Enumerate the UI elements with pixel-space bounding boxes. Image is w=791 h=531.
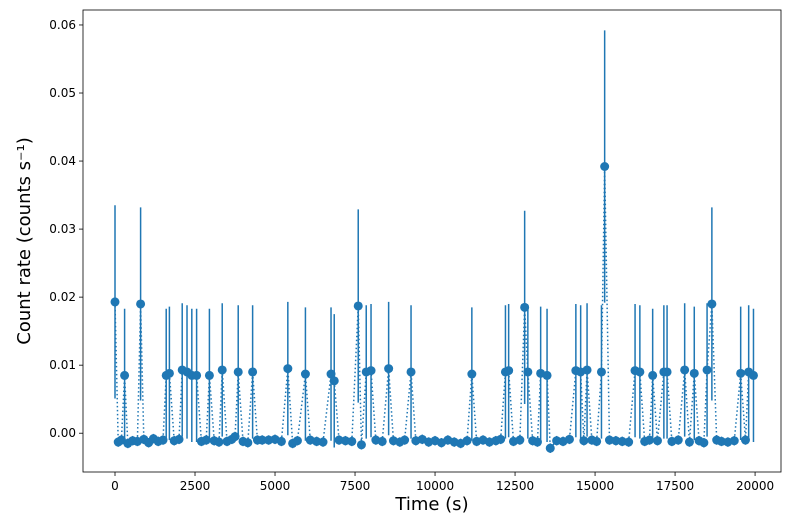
data-point [120,370,130,380]
data-point [283,364,293,374]
x-axis-label: Time (s) [394,494,468,515]
data-point [400,435,410,445]
data-line [114,166,754,451]
data-point [110,297,120,307]
y-tick-label: 0.00 [49,426,76,440]
data-point [329,376,339,386]
x-tick-label: 17500 [656,479,694,493]
x-tick-label: 12500 [496,479,534,493]
data-point [579,436,589,446]
x-tick-label: 10000 [416,479,454,493]
data-point [192,370,202,380]
y-tick-label: 0.03 [49,222,76,236]
plot-frame [82,9,782,473]
data-point [564,434,574,444]
data-point [689,368,699,378]
data-point [702,365,712,375]
data-point [684,437,694,447]
data-point [462,436,472,446]
x-tick-label: 7500 [340,479,371,493]
data-point [300,369,310,379]
data-point [592,436,602,446]
data-point [648,370,658,380]
data-point [624,437,634,447]
data-point [257,435,267,445]
data-point [318,437,328,447]
data-point [644,435,654,445]
data-point [158,435,168,445]
data-point [201,435,211,445]
data-point [740,435,750,445]
data-point [353,301,363,311]
data-point [748,370,758,380]
y-tick-label: 0.06 [49,18,76,32]
x-tick-label: 15000 [576,479,614,493]
data-point [377,436,387,446]
data-point [542,370,552,380]
data-point [136,299,146,309]
data-point [680,365,690,375]
data-point [366,366,376,376]
y-axis-label: Count rate (counts s⁻¹) [14,137,35,344]
data-point [652,436,662,446]
data-point [276,436,286,446]
data-point [736,368,746,378]
y-tick-label: 0.05 [49,86,76,100]
data-point [292,436,302,446]
data-point [230,432,240,442]
y-tick-label: 0.04 [49,154,76,168]
data-point [174,434,184,444]
data-point [243,438,253,448]
data-point [600,161,610,171]
y-tick-label: 0.01 [49,358,76,372]
y-tick-label: 0.02 [49,290,76,304]
data-point [707,299,717,309]
data-point [545,443,555,453]
data-point [523,367,533,377]
x-tick-label: 5000 [260,479,291,493]
data-point [504,366,514,376]
data-point [233,367,243,377]
data-point [406,367,416,377]
data-point [214,437,224,447]
data-point [384,364,394,374]
data-point [248,367,258,377]
data-point [217,365,227,375]
x-tick-label: 2500 [180,479,211,493]
data-point [347,436,357,446]
data-point [729,436,739,446]
data-point [496,434,506,444]
data-point [515,435,525,445]
data-point [582,365,592,375]
data-point [673,435,683,445]
data-point [164,368,174,378]
data-point [467,369,477,379]
data-point [532,437,542,447]
data-point [635,367,645,377]
data-point [662,367,672,377]
data-point [596,367,606,377]
data-point [356,440,366,450]
x-tick-label: 0 [111,479,119,493]
data-point [326,369,336,379]
data-point [204,370,214,380]
data-point [699,438,709,448]
x-tick-label: 20000 [736,479,774,493]
data-point [520,302,530,312]
